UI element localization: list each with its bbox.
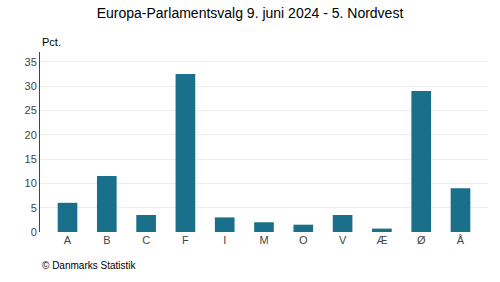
svg-text:30: 30 (25, 80, 37, 92)
svg-text:Pct.: Pct. (42, 36, 61, 48)
svg-text:5: 5 (31, 202, 37, 214)
svg-text:F: F (182, 234, 189, 246)
svg-text:10: 10 (25, 177, 37, 189)
svg-text:V: V (339, 234, 347, 246)
svg-text:A: A (64, 234, 72, 246)
svg-text:Æ: Æ (376, 234, 387, 246)
svg-text:M: M (259, 234, 268, 246)
svg-text:20: 20 (25, 129, 37, 141)
svg-text:25: 25 (25, 104, 37, 116)
svg-text:O: O (299, 234, 308, 246)
svg-text:15: 15 (25, 153, 37, 165)
svg-text:0: 0 (31, 226, 37, 238)
svg-text:Europa-Parlamentsvalg 9. juni: Europa-Parlamentsvalg 9. juni 2024 - 5. … (97, 5, 404, 21)
svg-text:Å: Å (457, 234, 465, 246)
svg-text:© Danmarks Statistik: © Danmarks Statistik (42, 260, 137, 271)
svg-text:I: I (223, 234, 226, 246)
svg-text:B: B (103, 234, 110, 246)
svg-text:35: 35 (25, 56, 37, 68)
svg-text:Ø: Ø (417, 234, 426, 246)
svg-text:C: C (142, 234, 150, 246)
